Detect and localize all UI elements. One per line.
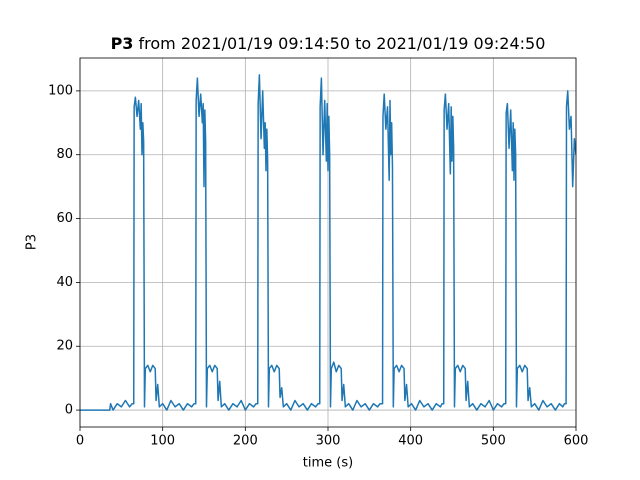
grid [79,58,577,427]
x-tick-label: 100 [150,434,175,449]
y-tick-label: 0 [65,403,73,418]
x-tick-label: 600 [564,434,589,449]
title-text: from 2021/01/19 09:14:50 to 2021/01/19 0… [139,34,546,53]
y-tick-label: 80 [56,147,73,162]
x-tick-label: 300 [316,434,341,449]
title-bold: P3 [111,34,134,53]
data-line [80,74,576,411]
x-axis-label: time (s) [303,456,353,471]
y-tick-label: 60 [56,211,73,226]
x-tick-label: 500 [481,434,506,449]
y-axis-label: P3 [25,234,40,250]
y-tick-label: 100 [48,83,73,98]
chart-title: P3 from 2021/01/19 09:14:50 to 2021/01/1… [111,34,546,53]
x-tick-label: 400 [398,434,423,449]
y-tick-label: 20 [56,339,73,354]
x-tick-label: 0 [76,434,84,449]
x-tick-label: 200 [233,434,258,449]
plot-area [80,74,576,411]
y-tick-label: 40 [56,275,73,290]
